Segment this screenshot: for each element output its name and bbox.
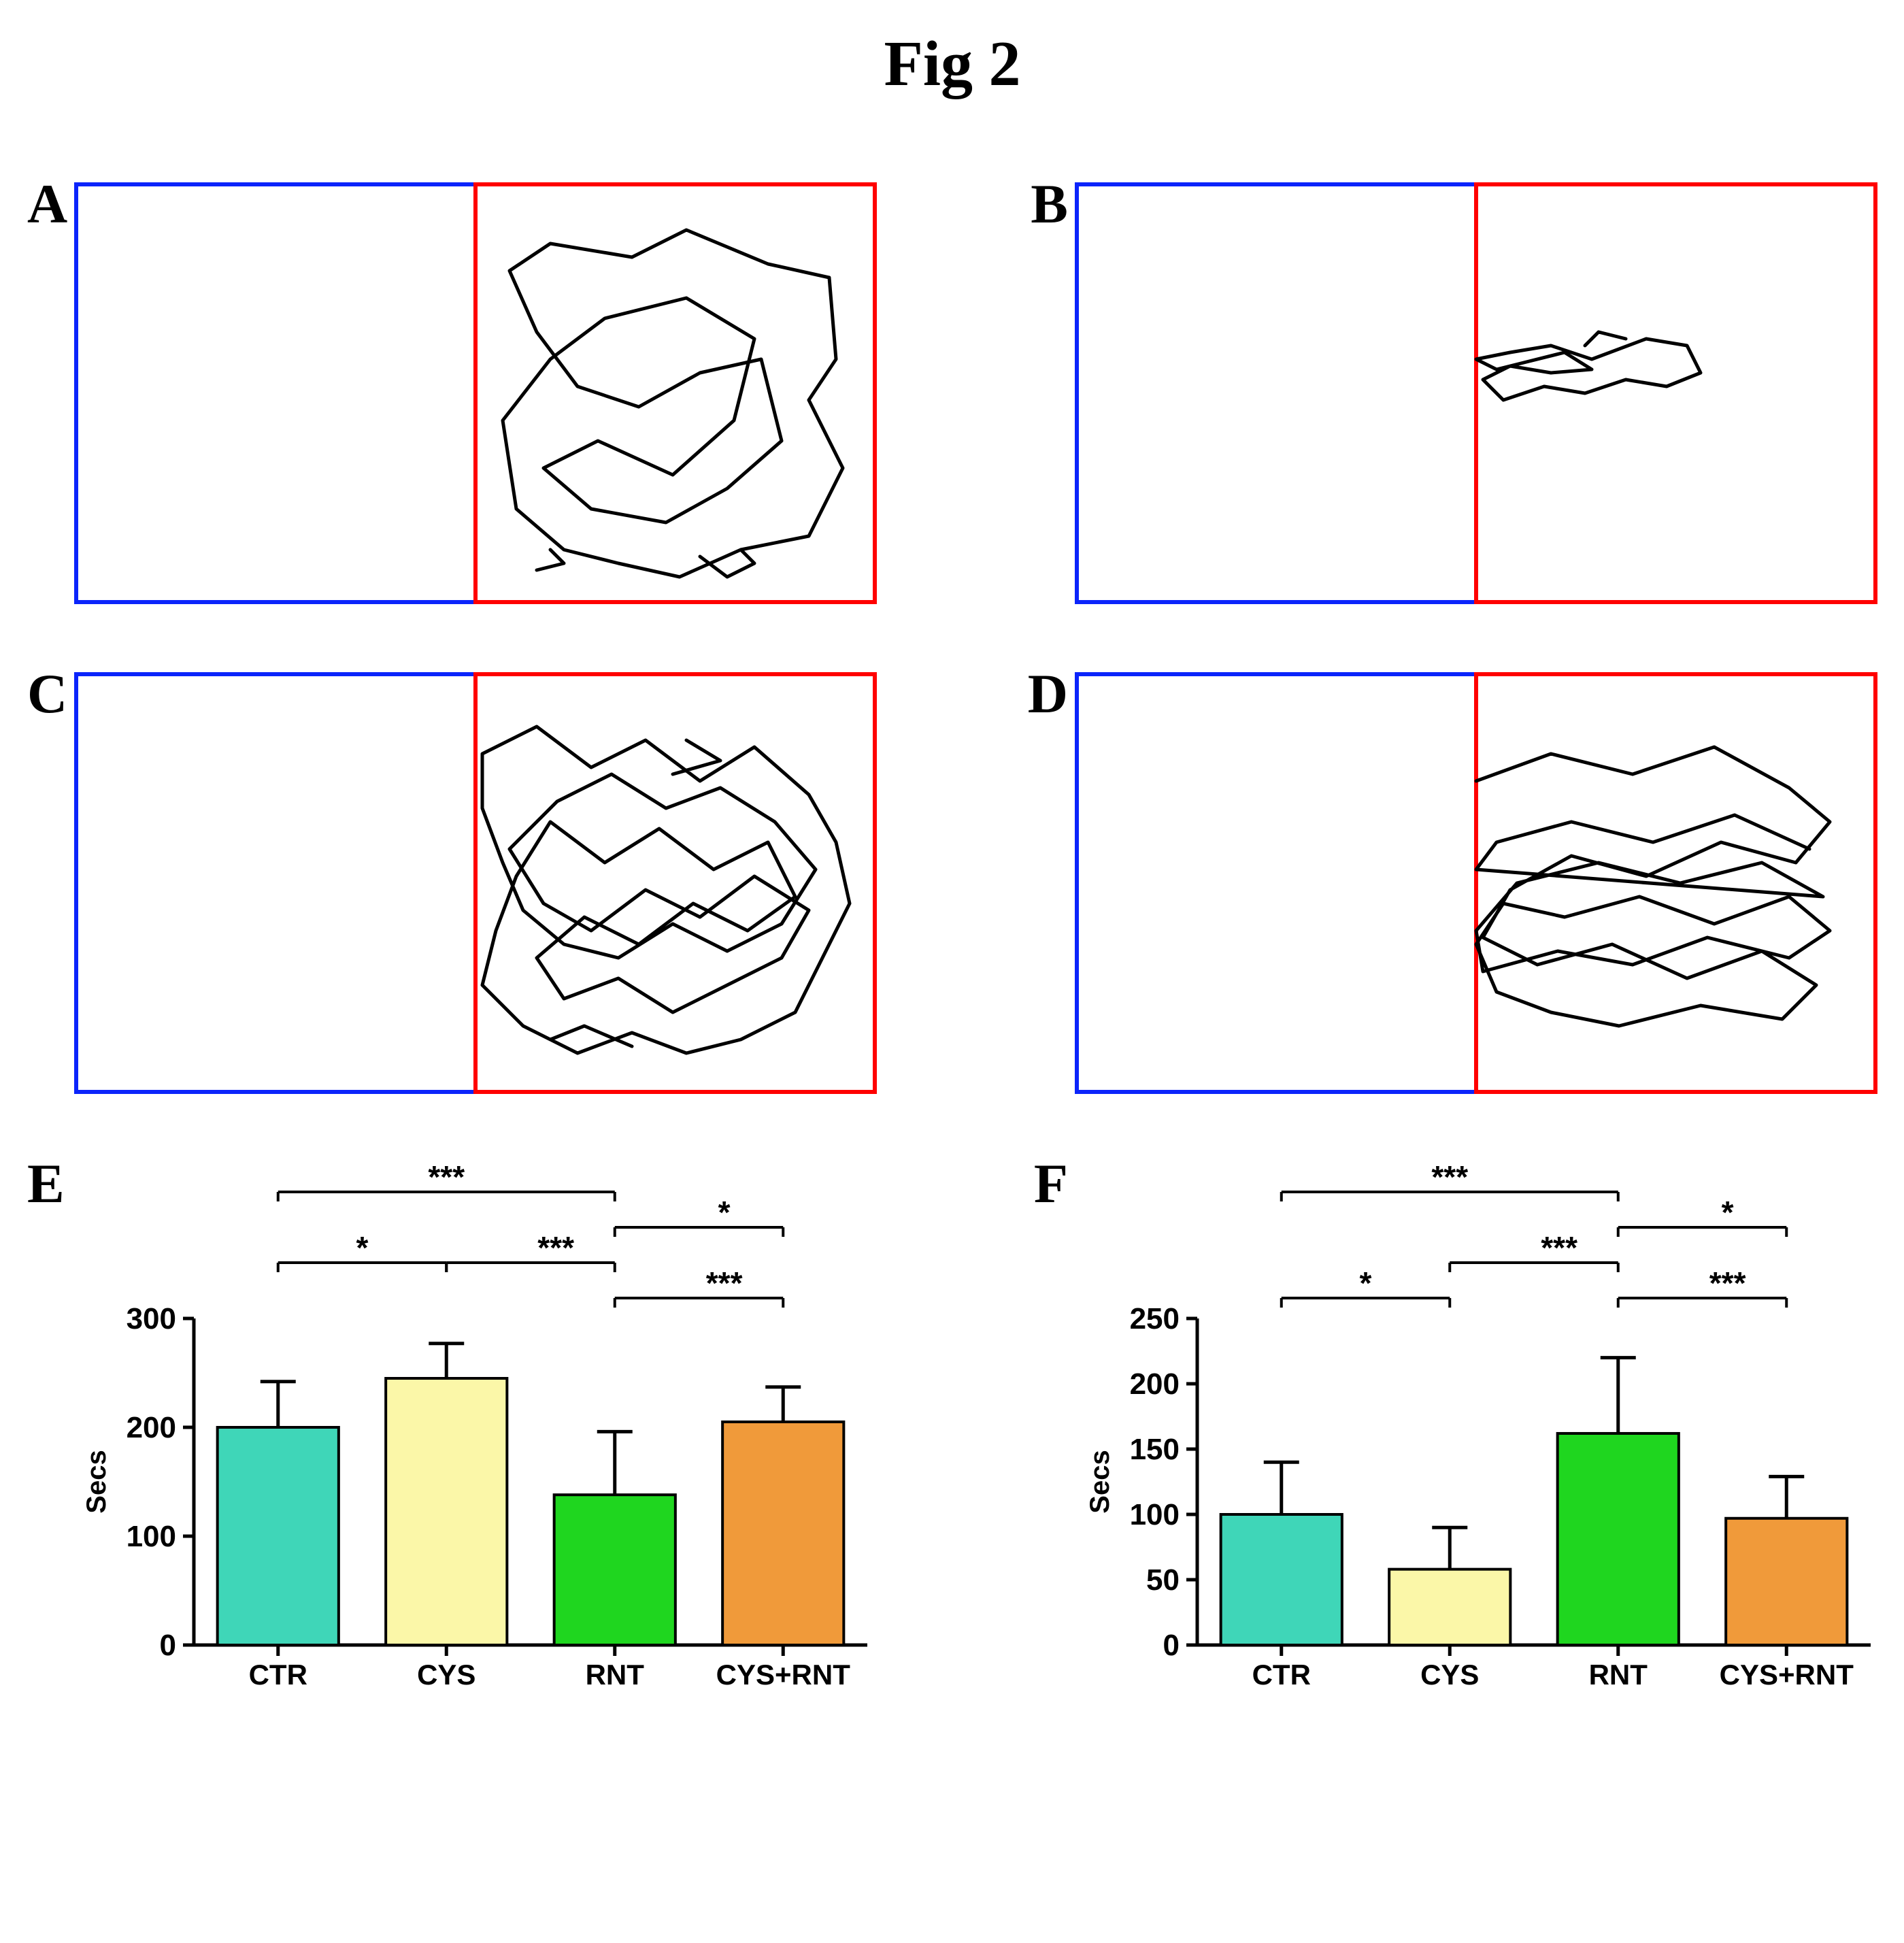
svg-text:CTR: CTR [248,1659,307,1691]
chart-e-col: E 0100200300SecsCTRCYSRNTCYS+RNT********… [27,1162,874,1720]
svg-text:150: 150 [1130,1433,1180,1466]
svg-text:200: 200 [126,1411,176,1444]
panel-b-track [1075,182,1877,604]
svg-text:***: *** [428,1162,465,1195]
panel-d-col: D [1028,672,1877,1094]
svg-text:***: *** [1431,1162,1468,1195]
panel-a-track [74,182,877,604]
panel-c-col: C [27,672,877,1094]
svg-text:*: * [718,1195,730,1230]
svg-text:*: * [1722,1195,1734,1230]
panels-row-2: C D [27,672,1877,1094]
chart-f-label: F [1034,1152,1068,1216]
svg-text:RNT: RNT [1589,1659,1648,1691]
panel-a-label: A [27,172,67,236]
svg-text:50: 50 [1146,1563,1180,1597]
chart-e-label: E [27,1152,65,1216]
panel-b-label: B [1031,172,1068,236]
svg-text:0: 0 [159,1629,176,1662]
panel-d-track [1075,672,1877,1094]
svg-text:CYS: CYS [1420,1659,1479,1691]
svg-text:***: *** [1541,1230,1577,1265]
svg-text:100: 100 [1130,1498,1180,1531]
svg-text:Secs: Secs [82,1450,112,1513]
panel-d-label: D [1028,662,1068,726]
charts-row: E 0100200300SecsCTRCYSRNTCYS+RNT********… [27,1162,1877,1720]
panel-b-col: B [1031,182,1877,604]
svg-text:0: 0 [1163,1629,1180,1662]
chart-e: 0100200300SecsCTRCYSRNTCYS+RNT**********… [71,1162,874,1720]
panel-c-label: C [27,662,67,726]
svg-text:300: 300 [126,1302,176,1335]
svg-text:CTR: CTR [1252,1659,1311,1691]
figure-2: Fig 2 A B C D E 0 100 200 300 Secs CTR CYS RNT C… [27,27,1877,1720]
svg-text:CYS+RNT: CYS+RNT [716,1659,850,1691]
chart-f-col: F 050100150200250SecsCTRCYSRNTCYS+RNT***… [1034,1162,1877,1720]
panel-a-col: A [27,182,877,604]
svg-text:RNT: RNT [585,1659,644,1691]
chart-f: 050100150200250SecsCTRCYSRNTCYS+RNT*****… [1075,1162,1877,1720]
svg-text:100: 100 [126,1520,176,1553]
svg-text:200: 200 [1130,1367,1180,1401]
svg-text:Secs: Secs [1085,1450,1115,1513]
svg-text:*: * [1360,1265,1372,1301]
svg-text:250: 250 [1130,1302,1180,1335]
figure-title: Fig 2 [27,27,1877,101]
svg-text:***: *** [1709,1265,1746,1301]
svg-text:***: *** [537,1230,574,1265]
svg-text:***: *** [705,1265,742,1301]
panel-c-track [74,672,877,1094]
svg-text:CYS+RNT: CYS+RNT [1720,1659,1854,1691]
svg-text:CYS: CYS [417,1659,475,1691]
svg-text:*: * [356,1230,368,1265]
panels-row-1: A B [27,182,1877,604]
